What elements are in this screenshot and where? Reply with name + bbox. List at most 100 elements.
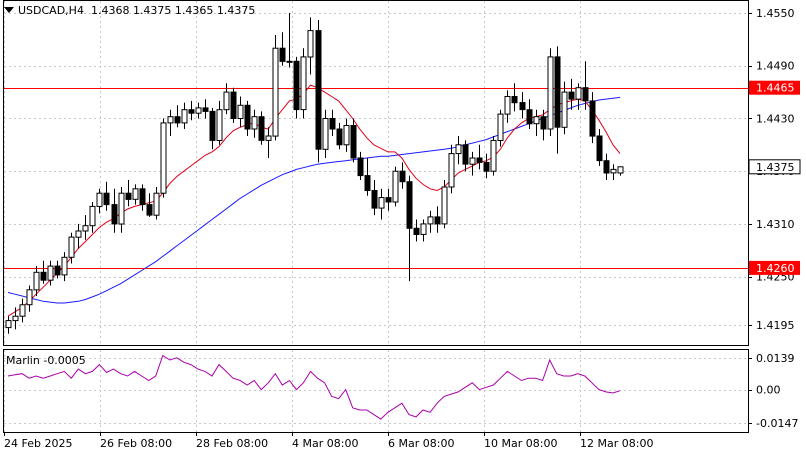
candle-bull [286, 60, 293, 63]
time-tick-label: 26 Feb 08:00 [100, 437, 172, 450]
candle-bull [195, 107, 202, 114]
candle-bull [26, 289, 33, 306]
candle-bull [455, 144, 462, 155]
candle-bull [469, 157, 476, 165]
candles [5, 13, 624, 334]
oscillator-tick-label: 0.0139 [756, 352, 795, 365]
candle-bull [237, 104, 244, 120]
slow-moving-average [7, 96, 621, 304]
collapse-triangle-icon[interactable] [4, 7, 14, 13]
candle-bull [223, 91, 230, 111]
current-price-label-bg [748, 159, 801, 175]
candle-bear [568, 91, 575, 100]
candle-bull [490, 139, 497, 172]
symbol-timeframe: USDCAD,H4 [18, 4, 84, 17]
candle-bull [33, 271, 40, 291]
price-tick-label: 1.4195 [756, 319, 795, 332]
candle-bear [462, 144, 469, 165]
price-tick-label: 1.4430 [756, 113, 795, 126]
horizontal-levels [4, 88, 748, 269]
candle-bull [272, 47, 279, 137]
candle-bear [329, 118, 336, 130]
price-tick-label: 1.4490 [756, 60, 795, 73]
oscillator-tick-label: 0.00 [756, 384, 781, 397]
candle-bull [251, 116, 258, 130]
oscillator-axis: 0.0139 0.00 -0.0147 [748, 352, 798, 430]
candle-bear [202, 107, 209, 112]
candle-bull [561, 91, 568, 128]
candle-bull [322, 118, 329, 150]
time-tick-label: 10 Mar 08:00 [484, 437, 557, 450]
candle-bull [427, 216, 434, 225]
candle-bear [54, 265, 61, 276]
candle-bear [258, 116, 265, 141]
price-axis: 1.45501.44901.44301.43701.43101.42501.41… [748, 7, 801, 332]
candle-bull [68, 236, 75, 258]
candle-bear [244, 104, 251, 130]
candle-bear [357, 157, 364, 177]
candle-bear [279, 47, 286, 62]
oscillator-name: Marlin [6, 354, 40, 367]
oscillator-header: Marlin -0.0005 [6, 354, 86, 367]
level-price-label: 1.4260 [756, 262, 795, 275]
ohlc-values: 1.4368 1.4375 1.4365 1.4375 [90, 4, 256, 17]
candle-bear [315, 30, 322, 150]
candle-bear [364, 175, 371, 192]
candle-bear [406, 181, 413, 229]
candle-bear [519, 102, 526, 111]
candle-bull [61, 256, 68, 276]
candle-bull [118, 192, 125, 225]
candle-bear [596, 135, 603, 162]
candle-bear [511, 96, 518, 104]
candle-bear [371, 190, 378, 209]
candle-bull [19, 304, 26, 317]
candle-bear [125, 192, 132, 200]
oscillator-tick-label: -0.0147 [756, 417, 798, 430]
slow-ma-line [7, 96, 621, 304]
candle-bull [75, 230, 82, 238]
candle-bull [343, 125, 350, 146]
candle-bull [420, 223, 427, 235]
candle-bull [181, 109, 188, 124]
candle-bear [293, 60, 300, 111]
candle-bear [582, 87, 589, 102]
candle-bear [139, 188, 146, 206]
chart-header: USDCAD,H4 1.4368 1.4375 1.4365 1.4375 [4, 4, 255, 17]
time-tick-label: 12 Mar 08:00 [580, 437, 653, 450]
candle-bull [216, 109, 223, 141]
candle-bear [350, 125, 357, 159]
level-price-label-bg [749, 80, 800, 95]
candle-bull [82, 225, 89, 232]
grid [4, 1, 748, 432]
candle-bull [265, 135, 272, 141]
candle-bear [540, 116, 547, 130]
time-tick-label: 6 Mar 08:00 [388, 437, 454, 450]
fast-ma-line [7, 84, 621, 317]
candle-bear [174, 116, 181, 124]
time-tick-label: 24 Feb 2025 [4, 437, 72, 450]
candle-bear [554, 56, 561, 128]
candle-bull [160, 122, 167, 194]
candle-bull [5, 320, 12, 329]
oscillator-value: -0.0005 [43, 354, 86, 367]
main-chart-frame [3, 0, 749, 346]
price-tick-label: 1.4550 [756, 7, 795, 20]
level-price-label: 1.4465 [756, 82, 795, 95]
candle-bull [497, 113, 504, 141]
candle-bear [483, 161, 490, 172]
candle-bear [230, 91, 237, 119]
candle-bear [434, 216, 441, 225]
candle-bull [47, 265, 54, 281]
candle-bull [89, 205, 96, 227]
marlin-line [7, 354, 621, 420]
time-tick-label: 28 Feb 08:00 [196, 437, 268, 450]
fast-moving-average [7, 84, 621, 317]
candle-bear [336, 128, 343, 146]
candle-bull [610, 168, 617, 174]
candle-bear [146, 204, 153, 216]
candle-bull [167, 116, 174, 124]
time-axis: 24 Feb 2025 26 Feb 08:00 28 Feb 08:00 4 Mar… [4, 432, 653, 450]
candle-bull [96, 192, 103, 207]
candle-bull [441, 186, 448, 225]
